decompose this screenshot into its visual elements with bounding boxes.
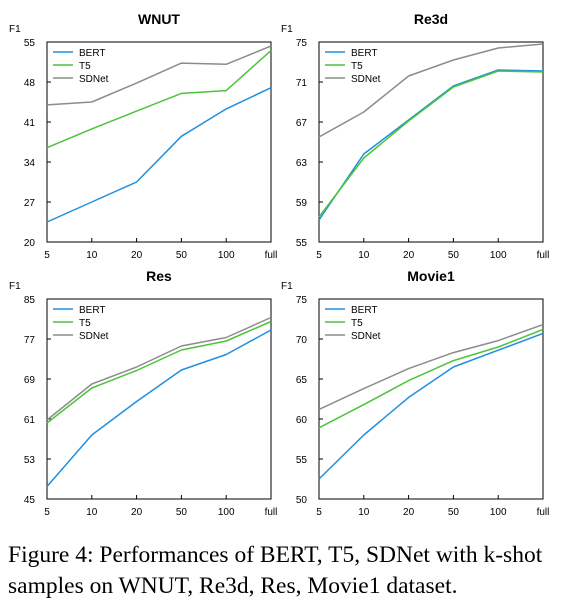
series-line-bert	[46, 329, 272, 487]
x-tick-label: 20	[131, 250, 143, 261]
y-tick-label: 77	[24, 335, 36, 346]
chart-panel-re3d: Re3d F1 55 59 63 67 71 75 5 10 20 50 100 full BERT T5 SD…	[281, 11, 549, 261]
x-tick-label: 10	[358, 507, 370, 518]
x-tick-label: 10	[358, 250, 370, 261]
y-tick-label: 60	[296, 415, 308, 426]
y-tick-label: 55	[296, 238, 308, 249]
series-line-bert	[318, 332, 544, 480]
y-tick-label: 45	[24, 495, 36, 506]
legend-label-bert: BERT	[351, 48, 378, 59]
legend-label-sdnet: SDNet	[351, 331, 381, 342]
legend-label-bert: BERT	[79, 305, 106, 316]
series-line-sdnet	[46, 45, 272, 106]
x-tick-label: 50	[176, 507, 188, 518]
y-tick-label: 75	[296, 38, 308, 49]
legend: BERT T5 SDNet	[325, 305, 381, 342]
chart-title: Re3d	[414, 11, 448, 27]
y-tick-label: 75	[296, 295, 308, 306]
legend-label-t5: T5	[79, 318, 91, 329]
legend-label-t5: T5	[79, 61, 91, 72]
legend-label-t5: T5	[351, 318, 363, 329]
y-tick-label: 59	[296, 198, 308, 209]
y-tick-label: 55	[296, 455, 308, 466]
y-axis-label: F1	[281, 24, 293, 35]
x-tick-label: 20	[403, 250, 415, 261]
y-tick-label: 70	[296, 335, 308, 346]
y-axis-label: F1	[281, 281, 293, 292]
series-line-sdnet	[318, 43, 544, 138]
series-line-bert	[318, 69, 544, 221]
chart-panel-movie1: Movie1 F1 50 55 60 65 70 75 5 10 20 50 100 full BERT T5…	[281, 268, 549, 518]
chart-title: Movie1	[407, 268, 455, 284]
figure-caption: Figure 4: Performances of BERT, T5, SDNe…	[8, 542, 543, 599]
y-tick-label: 61	[24, 415, 36, 426]
y-tick-label: 41	[24, 118, 36, 129]
x-tick-label: 10	[86, 250, 98, 261]
series-line-t5	[318, 70, 544, 218]
legend: BERT T5 SDNet	[53, 48, 109, 85]
x-tick-label: 20	[131, 507, 143, 518]
series-line-t5	[318, 328, 544, 429]
y-tick-label: 63	[296, 158, 308, 169]
x-tick-label: 20	[403, 507, 415, 518]
y-axis-label: F1	[9, 281, 21, 292]
y-tick-label: 34	[24, 158, 36, 169]
x-tick-label: 10	[86, 507, 98, 518]
legend-label-bert: BERT	[351, 305, 378, 316]
y-tick-label: 65	[296, 375, 308, 386]
legend-label-bert: BERT	[79, 48, 106, 59]
y-tick-label: 55	[24, 38, 36, 49]
x-tick-label: full	[537, 507, 550, 518]
y-tick-label: 27	[24, 198, 36, 209]
plot-frame	[318, 41, 544, 243]
plot-frame	[318, 298, 544, 500]
series-line-sdnet	[318, 323, 544, 411]
y-tick-label: 85	[24, 295, 36, 306]
series-line-sdnet	[46, 316, 272, 421]
x-tick-label: 5	[316, 250, 322, 261]
x-tick-label: 50	[448, 250, 460, 261]
x-tick-label: 100	[490, 507, 507, 518]
legend-label-sdnet: SDNet	[79, 74, 109, 85]
x-tick-label: 5	[44, 250, 50, 261]
legend: BERT T5 SDNet	[325, 48, 381, 85]
x-tick-label: 100	[490, 250, 507, 261]
x-tick-label: full	[265, 507, 278, 518]
x-tick-label: 5	[316, 507, 322, 518]
x-tick-label: full	[265, 250, 278, 261]
plot-frame	[46, 41, 272, 243]
x-tick-label: 50	[176, 250, 188, 261]
x-tick-label: 50	[448, 507, 460, 518]
legend-label-sdnet: SDNet	[351, 74, 381, 85]
y-tick-label: 69	[24, 375, 36, 386]
y-tick-label: 50	[296, 495, 308, 506]
chart-title: Res	[146, 268, 172, 284]
chart-panel-res: Res F1 45 53 61 69 77 85 5 10 20 50 100 full BERT T5 SDN…	[9, 268, 277, 518]
y-axis-label: F1	[9, 24, 21, 35]
chart-title: WNUT	[138, 11, 180, 27]
y-tick-label: 20	[24, 238, 36, 249]
legend-label-sdnet: SDNet	[79, 331, 109, 342]
legend: BERT T5 SDNet	[53, 305, 109, 342]
y-tick-label: 53	[24, 455, 36, 466]
y-tick-label: 48	[24, 78, 36, 89]
series-line-t5	[46, 50, 272, 149]
y-tick-label: 71	[296, 78, 308, 89]
x-tick-label: 100	[218, 250, 235, 261]
x-tick-label: 100	[218, 507, 235, 518]
series-line-bert	[46, 87, 272, 223]
x-tick-label: 5	[44, 507, 50, 518]
x-tick-label: full	[537, 250, 550, 261]
plot-frame	[46, 298, 272, 500]
legend-label-t5: T5	[351, 61, 363, 72]
y-tick-label: 67	[296, 118, 308, 129]
series-line-t5	[46, 320, 272, 424]
